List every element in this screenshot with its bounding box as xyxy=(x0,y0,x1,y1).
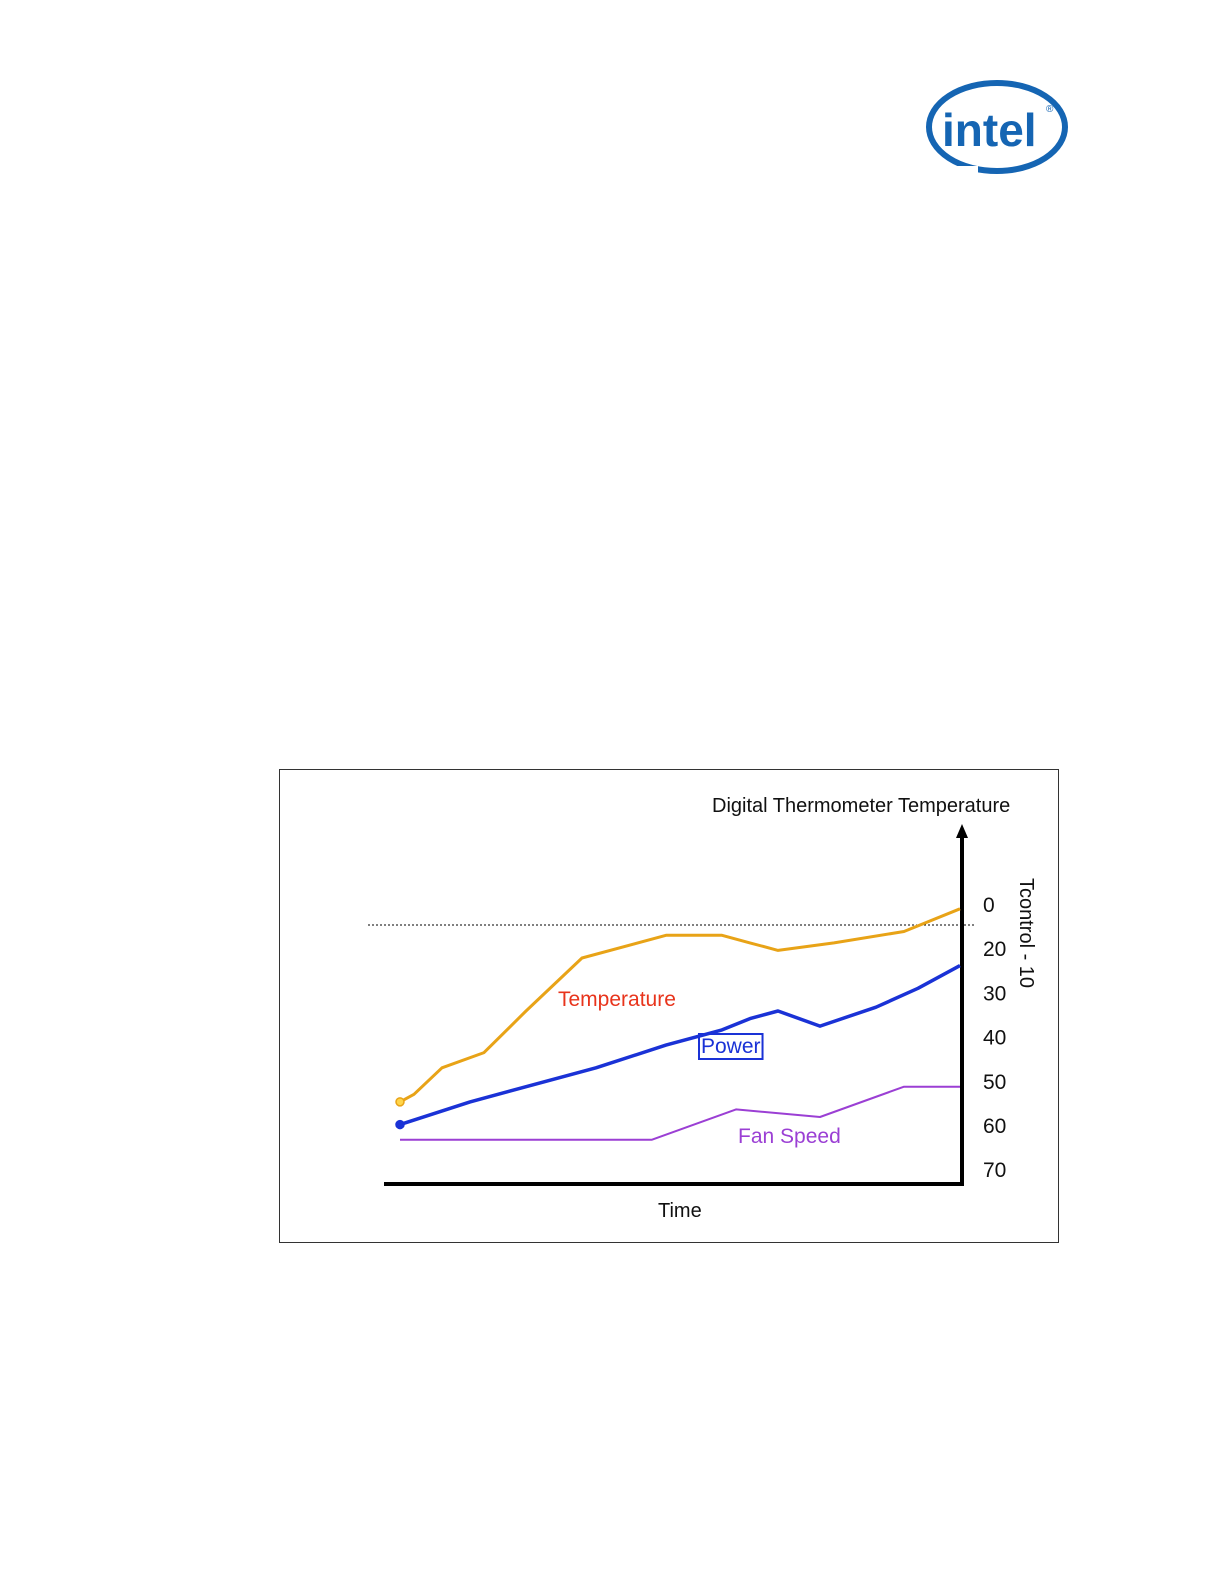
y-tick-label: 70 xyxy=(983,1159,1006,1182)
y-tick-label: 0 xyxy=(983,894,995,917)
y-tick-label: 20 xyxy=(983,938,1006,961)
series-start-point-power xyxy=(395,1119,405,1130)
intel-logo-registered-mark: ® xyxy=(1046,104,1054,115)
series-label-fan-speed: Fan Speed xyxy=(738,1125,841,1148)
intel-logo-swoosh xyxy=(926,80,1068,174)
y-axis-arrowhead xyxy=(956,824,968,838)
series-line-temperature xyxy=(399,907,961,1104)
y-tick-label: 50 xyxy=(983,1071,1006,1094)
temperature-power-fan-chart: Digital Thermometer Temperature Time Tco… xyxy=(368,795,1037,1222)
series-label-box-power xyxy=(698,1033,764,1060)
x-axis-label: Time xyxy=(658,1200,702,1222)
intel-logo: intel ® xyxy=(918,78,1070,180)
intel-logo-wordmark: intel xyxy=(942,104,1037,156)
series-label-temperature: Temperature xyxy=(558,988,676,1011)
y-tick-label: 30 xyxy=(983,982,1006,1005)
series-label-power: Power xyxy=(701,1035,761,1058)
y-tick-label: 60 xyxy=(983,1115,1006,1138)
series-line-power xyxy=(399,964,961,1127)
y-tick-label: 40 xyxy=(983,1027,1006,1050)
series-line-fan-speed xyxy=(400,1085,960,1141)
series-start-point-temperature xyxy=(395,1097,405,1107)
figure-frame: Digital Thermometer Temperature Time Tco… xyxy=(279,769,1059,1243)
threshold-label: Tcontrol - 10 xyxy=(1015,878,1037,988)
y-axis-title: Digital Thermometer Temperature xyxy=(712,795,1010,817)
